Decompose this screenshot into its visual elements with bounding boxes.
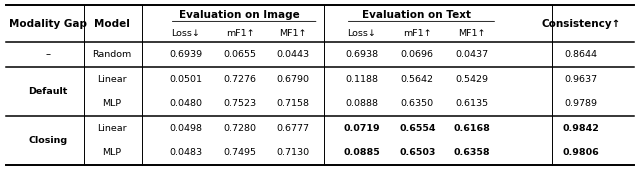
Text: 0.6939: 0.6939 [169,50,202,59]
Text: 0.6503: 0.6503 [399,148,435,157]
Text: Modality Gap: Modality Gap [9,19,87,29]
Text: 0.9637: 0.9637 [564,75,598,84]
Text: Loss↓: Loss↓ [347,29,376,38]
Text: 0.6554: 0.6554 [399,124,436,133]
Text: 0.0501: 0.0501 [169,75,202,84]
Text: 0.0888: 0.0888 [345,99,378,108]
Text: 0.7158: 0.7158 [276,99,310,108]
Text: 0.6135: 0.6135 [455,99,488,108]
Text: 0.0719: 0.0719 [343,124,380,133]
Text: 0.7276: 0.7276 [223,75,257,84]
Text: 0.0443: 0.0443 [276,50,310,59]
Text: Linear: Linear [97,75,127,84]
Text: mF1↑: mF1↑ [403,29,431,38]
Text: 0.6358: 0.6358 [453,148,490,157]
Text: 0.7280: 0.7280 [223,124,257,133]
Text: Random: Random [92,50,132,59]
Text: 0.5642: 0.5642 [401,75,434,84]
Text: 0.8644: 0.8644 [564,50,598,59]
Text: 0.9842: 0.9842 [563,124,600,133]
Text: 0.7523: 0.7523 [223,99,257,108]
Text: 0.6777: 0.6777 [276,124,310,133]
Text: 0.0498: 0.0498 [169,124,202,133]
Text: Model: Model [94,19,130,29]
Text: 0.0885: 0.0885 [343,148,380,157]
Text: 0.6938: 0.6938 [345,50,378,59]
Text: Evaluation on Image: Evaluation on Image [179,10,300,20]
Text: 0.7130: 0.7130 [276,148,310,157]
Text: 0.0655: 0.0655 [223,50,257,59]
Text: 0.1188: 0.1188 [345,75,378,84]
Text: 0.0696: 0.0696 [401,50,434,59]
Text: mF1↑: mF1↑ [226,29,254,38]
Text: 0.9806: 0.9806 [563,148,600,157]
Text: MLP: MLP [102,99,122,108]
Text: 0.9789: 0.9789 [564,99,598,108]
Text: 0.0437: 0.0437 [455,50,488,59]
Text: 0.6168: 0.6168 [453,124,490,133]
Text: 0.0480: 0.0480 [169,99,202,108]
Text: 0.6350: 0.6350 [401,99,434,108]
Text: 0.5429: 0.5429 [455,75,488,84]
Text: Loss↓: Loss↓ [171,29,200,38]
Text: 0.0483: 0.0483 [169,148,202,157]
Text: Closing: Closing [28,136,68,145]
Text: 0.7495: 0.7495 [223,148,257,157]
Text: MF1↑: MF1↑ [458,29,485,38]
Text: Default: Default [28,87,68,96]
Text: Evaluation on Text: Evaluation on Text [362,10,471,20]
Text: MLP: MLP [102,148,122,157]
Text: 0.6790: 0.6790 [276,75,310,84]
Text: Consistency↑: Consistency↑ [541,19,621,29]
Text: Linear: Linear [97,124,127,133]
Text: MF1↑: MF1↑ [280,29,307,38]
Text: –: – [45,50,51,59]
